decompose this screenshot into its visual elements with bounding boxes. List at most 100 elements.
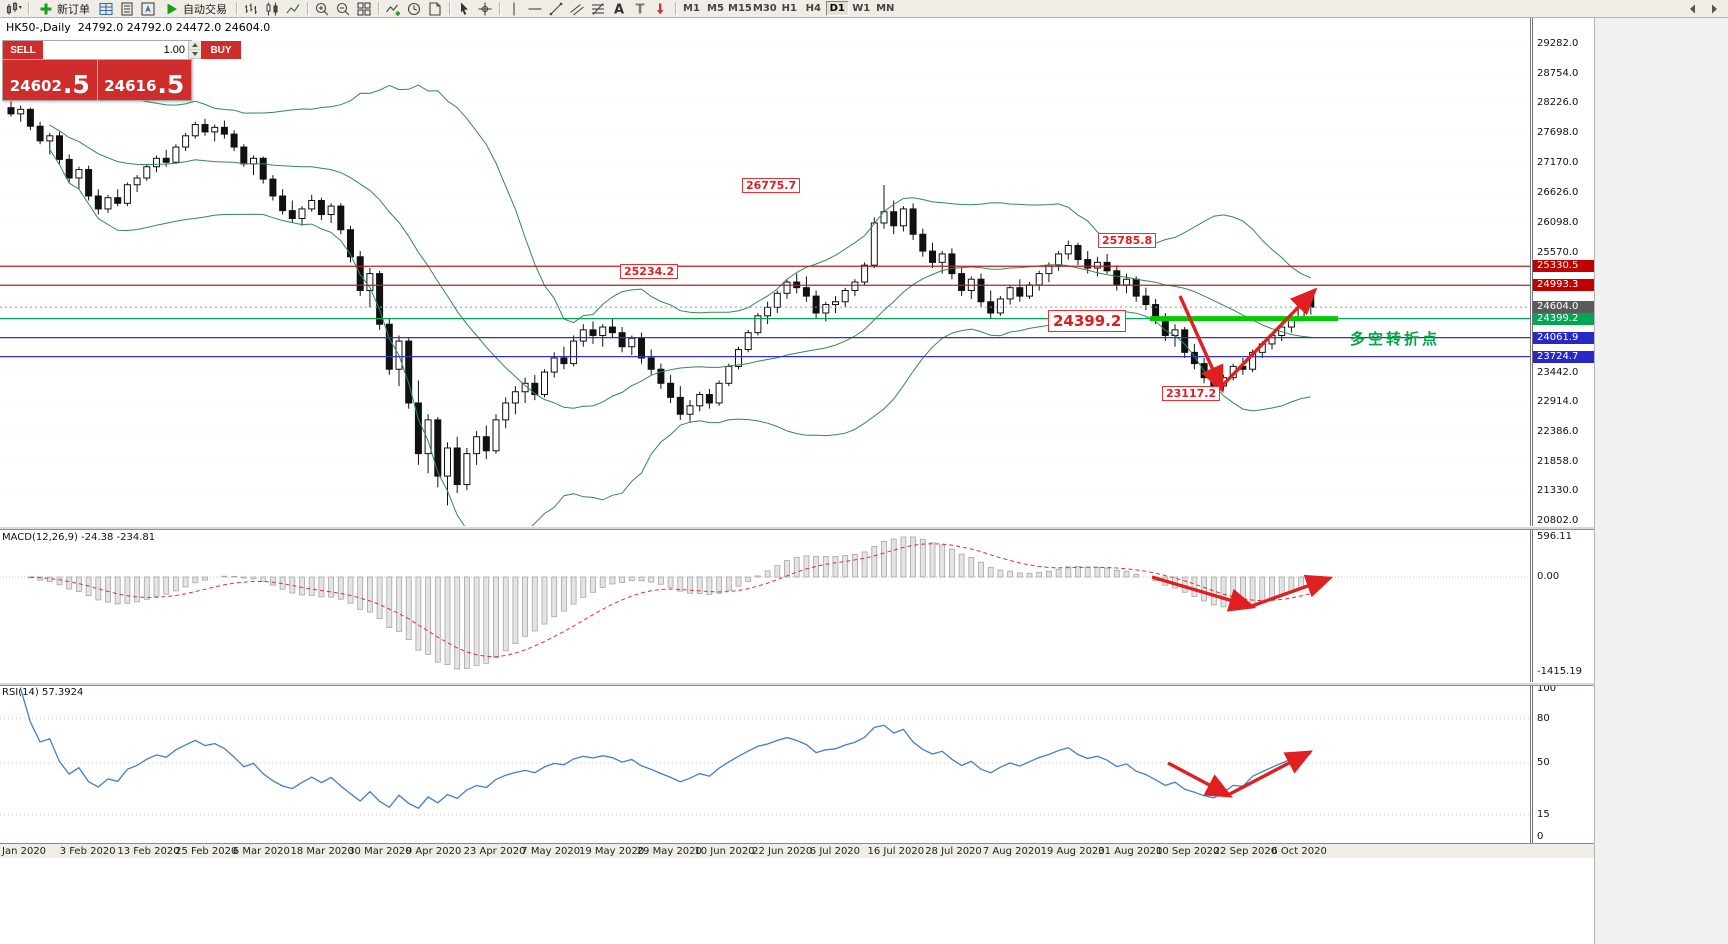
templates-button[interactable]: [425, 1, 445, 17]
indicators-button[interactable]: [383, 1, 403, 17]
toolbar-separator: [675, 2, 676, 15]
zoom-out-button[interactable]: [333, 1, 353, 17]
buy-button[interactable]: BUY: [201, 41, 241, 59]
fibonacci-button[interactable]: [588, 1, 608, 17]
volume-up-button[interactable]: [189, 41, 201, 50]
turning-point-label[interactable]: 多空转折点: [1350, 330, 1441, 348]
timeframe-h4-button[interactable]: H4: [805, 3, 821, 14]
vertical-line-button[interactable]: [504, 1, 524, 17]
panel-separator[interactable]: [0, 682, 1594, 686]
bar-chart-button[interactable]: [241, 1, 261, 17]
date-label: 10 Jun 2020: [694, 846, 755, 857]
periods-button[interactable]: [404, 1, 424, 17]
sell-price-box[interactable]: 24602.5: [3, 60, 97, 100]
chart-canvas[interactable]: [0, 18, 1594, 858]
price-tick: 26626.0: [1537, 187, 1579, 199]
text-label-button[interactable]: T: [630, 1, 650, 17]
price-annotation-26775.7[interactable]: 26775.7: [742, 178, 801, 193]
trendline-icon: [549, 2, 563, 15]
price-tick: 21330.0: [1537, 485, 1579, 497]
timeframe-d1-button[interactable]: D1: [825, 1, 849, 16]
date-label: 9 Apr 2020: [405, 846, 462, 857]
timeframe-m1-button[interactable]: M1: [683, 3, 700, 14]
trendline-button[interactable]: [546, 1, 566, 17]
data-window-button[interactable]: [117, 1, 137, 17]
date-label: 19 Aug 2020: [1040, 846, 1105, 857]
crosshair-button[interactable]: [475, 1, 495, 17]
date-label: 7 May 2020: [521, 846, 581, 857]
price-annotation-24399.2[interactable]: 24399.2: [1048, 310, 1127, 332]
date-axis[interactable]: Jan 2020 3 Feb 2020 13 Feb 2020 25 Feb 2020…: [0, 843, 1594, 858]
periods-icon: [407, 2, 421, 15]
date-label: 3 Feb 2020: [59, 846, 116, 857]
volume-input[interactable]: [43, 41, 188, 59]
timeframe-m30-button[interactable]: M30: [752, 3, 777, 14]
horizontal-line-button[interactable]: [525, 1, 545, 17]
timeframe-h1-button[interactable]: H1: [781, 3, 797, 14]
price-axis[interactable]: 29282.0 28754.0 28226.0 27698.0 27170.0 26626…: [1532, 18, 1594, 843]
text-icon: A: [614, 2, 624, 17]
timeframe-w1-button[interactable]: W1: [852, 3, 871, 14]
chart-window-button[interactable]: [4, 1, 24, 17]
sell-button[interactable]: SELL: [3, 41, 43, 59]
bollinger-upper-band: [49, 84, 1311, 324]
date-label: 6 Oct 2020: [1271, 846, 1327, 857]
cursor-button[interactable]: [454, 1, 474, 17]
zoom-in-icon: [315, 2, 329, 15]
price-annotation-23117.2[interactable]: 23117.2: [1162, 386, 1221, 401]
price-tick: 21858.0: [1537, 455, 1579, 467]
text-button[interactable]: A: [609, 1, 629, 17]
navigator-button[interactable]: [138, 1, 158, 17]
timeframe-m15-button[interactable]: M15: [728, 3, 752, 14]
scroll-left-button[interactable]: [1683, 1, 1703, 17]
auto-trading-button[interactable]: 自动交易: [159, 1, 232, 17]
macd-histogram: [27, 536, 1314, 670]
date-label: 22 Sep 2020: [1213, 846, 1278, 857]
navigator-icon: [141, 1, 155, 16]
candlestick-chart-button[interactable]: [262, 1, 282, 17]
equidistant-channel-button[interactable]: [567, 1, 587, 17]
scroll-right-button[interactable]: [1704, 1, 1724, 17]
price-tick: 23442.0: [1537, 366, 1579, 378]
rsi-tick: 50: [1537, 757, 1550, 768]
price-tick: 29282.0: [1537, 38, 1579, 49]
vertical-line-icon: [513, 2, 515, 15]
line-chart-button[interactable]: [283, 1, 303, 17]
price-tick: 20802.0: [1537, 515, 1579, 526]
tile-windows-button[interactable]: [354, 1, 374, 17]
arrows-button[interactable]: [651, 1, 671, 17]
crosshair-icon: [478, 2, 492, 15]
rsi-tick: 80: [1537, 712, 1550, 724]
timeframe-mn-button[interactable]: MN: [876, 3, 895, 14]
price-tick: 28754.0: [1537, 67, 1579, 79]
symbol-period-label: HK50-,Daily: [6, 21, 71, 34]
buy-price-box[interactable]: 24616.5: [96, 60, 191, 100]
toolbar-separator: [28, 2, 29, 15]
new-order-button[interactable]: 新订单: [33, 1, 95, 17]
toolbar-separator: [449, 2, 450, 15]
candlestick-series: [7, 101, 1315, 506]
bollinger-middle-band: [49, 124, 1311, 409]
zoom-in-button[interactable]: [312, 1, 332, 17]
timeframe-m5-button[interactable]: M5: [707, 3, 724, 14]
price-annotation-25234.2[interactable]: 25234.2: [620, 264, 679, 279]
date-label: 10 Sep 2020: [1156, 846, 1220, 857]
horizontal-line-icon: [528, 7, 542, 10]
rsi-tick: 0: [1537, 831, 1544, 842]
market-watch-button[interactable]: [96, 1, 116, 17]
volume-down-button[interactable]: [189, 50, 201, 59]
date-label: 31 Aug 2020: [1098, 846, 1163, 857]
panel-separator[interactable]: [0, 526, 1594, 530]
macd-indicator-label: MACD(12,26,9) -24.38 -234.81: [2, 532, 156, 543]
fibonacci-icon: [592, 2, 604, 15]
cursor-icon: [461, 2, 468, 15]
one-click-trading-panel: SELL BUY 24602.5 24616.5: [2, 40, 241, 101]
macd-signal-line: [30, 543, 1311, 658]
date-label: Jan 2020: [2, 846, 47, 857]
svg-text:T: T: [636, 2, 645, 17]
price-annotation-25785.8[interactable]: 25785.8: [1098, 233, 1157, 248]
text-label-icon: T: [636, 2, 645, 17]
rsi-tick: 15: [1537, 808, 1550, 820]
annotation-layer: 26775.7 25785.8 25234.2 24399.2 23117.2: [0, 18, 1594, 858]
indicators-icon: [386, 4, 400, 16]
